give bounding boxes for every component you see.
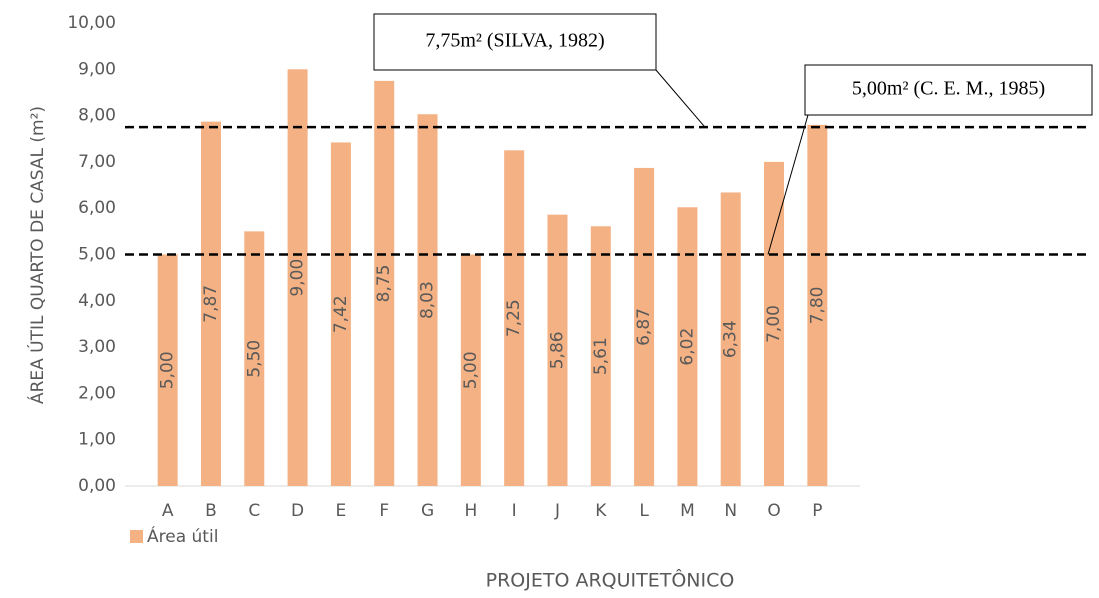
bar — [807, 124, 828, 487]
data-label: 5,61 — [591, 337, 611, 375]
x-tick-label: D — [291, 501, 304, 521]
data-label: 7,00 — [764, 305, 784, 343]
x-tick-label: B — [205, 501, 217, 521]
data-label: 6,02 — [677, 328, 697, 366]
bar — [677, 207, 698, 487]
data-label: 7,25 — [504, 299, 524, 337]
data-label: 9,00 — [288, 259, 308, 297]
bar — [330, 142, 351, 487]
bar — [157, 254, 178, 486]
y-tick-label: 3,00 — [78, 337, 116, 357]
y-tick-label: 4,00 — [78, 291, 116, 311]
legend-swatch — [130, 530, 143, 543]
y-axis-title: ÁREA ÚTIL QUARTO DE CASAL (m²) — [26, 106, 48, 404]
bar — [287, 69, 308, 487]
x-tick-label: P — [812, 501, 822, 521]
callout-box — [804, 64, 1093, 116]
x-tick-label: O — [767, 501, 780, 521]
callout-box — [373, 13, 657, 71]
bar — [200, 121, 221, 486]
y-tick-label: 5,00 — [78, 245, 116, 265]
x-tick-label: E — [336, 501, 347, 521]
data-label: 5,50 — [244, 340, 264, 378]
x-tick-label: C — [248, 501, 260, 521]
x-tick-label: J — [554, 501, 560, 521]
y-tick-label: 0,00 — [78, 476, 116, 496]
callout-text: 7,75m² (SILVA, 1982) — [425, 30, 604, 52]
y-tick-label: 2,00 — [78, 383, 116, 403]
callout-leader — [655, 69, 706, 128]
data-label: 7,80 — [807, 287, 827, 325]
data-label: 7,42 — [331, 295, 351, 333]
y-tick-label: 1,00 — [78, 430, 116, 450]
bar — [547, 214, 568, 486]
bar — [417, 114, 438, 486]
x-tick-label: A — [162, 501, 174, 521]
y-tick-label: 8,00 — [78, 106, 116, 126]
x-tick-label: M — [680, 501, 695, 521]
x-tick-label: F — [379, 501, 389, 521]
bar — [460, 254, 481, 486]
y-tick-label: 6,00 — [78, 198, 116, 218]
data-label: 6,34 — [721, 320, 741, 358]
data-label: 5,86 — [547, 331, 567, 369]
callout-text: 5,00m² (C. E. M., 1985) — [852, 78, 1045, 100]
y-tick-label: 9,00 — [78, 59, 116, 79]
bar — [504, 150, 525, 486]
data-label: 6,87 — [634, 308, 654, 346]
data-label: 7,87 — [201, 285, 221, 323]
x-tick-label: H — [464, 501, 477, 521]
legend-label: Área útil — [147, 525, 218, 547]
x-tick-label: G — [421, 501, 434, 521]
callout-leader — [767, 114, 809, 255]
bar — [374, 80, 395, 486]
data-label: 5,00 — [461, 351, 481, 389]
x-tick-label: N — [724, 501, 737, 521]
bar — [634, 167, 655, 486]
x-tick-label: I — [512, 501, 517, 521]
data-label: 8,75 — [374, 265, 394, 303]
bar — [720, 192, 741, 486]
x-tick-label: L — [639, 501, 649, 521]
y-tick-label: 7,00 — [78, 152, 116, 172]
bar — [590, 226, 611, 486]
bar — [244, 231, 265, 486]
x-tick-label: K — [595, 501, 607, 521]
bar — [764, 161, 785, 486]
y-tick-label: 10,00 — [67, 13, 116, 33]
data-label: 5,00 — [158, 351, 178, 389]
x-axis-title: PROJETO ARQUITETÔNICO — [486, 568, 735, 592]
data-label: 8,03 — [418, 281, 438, 319]
